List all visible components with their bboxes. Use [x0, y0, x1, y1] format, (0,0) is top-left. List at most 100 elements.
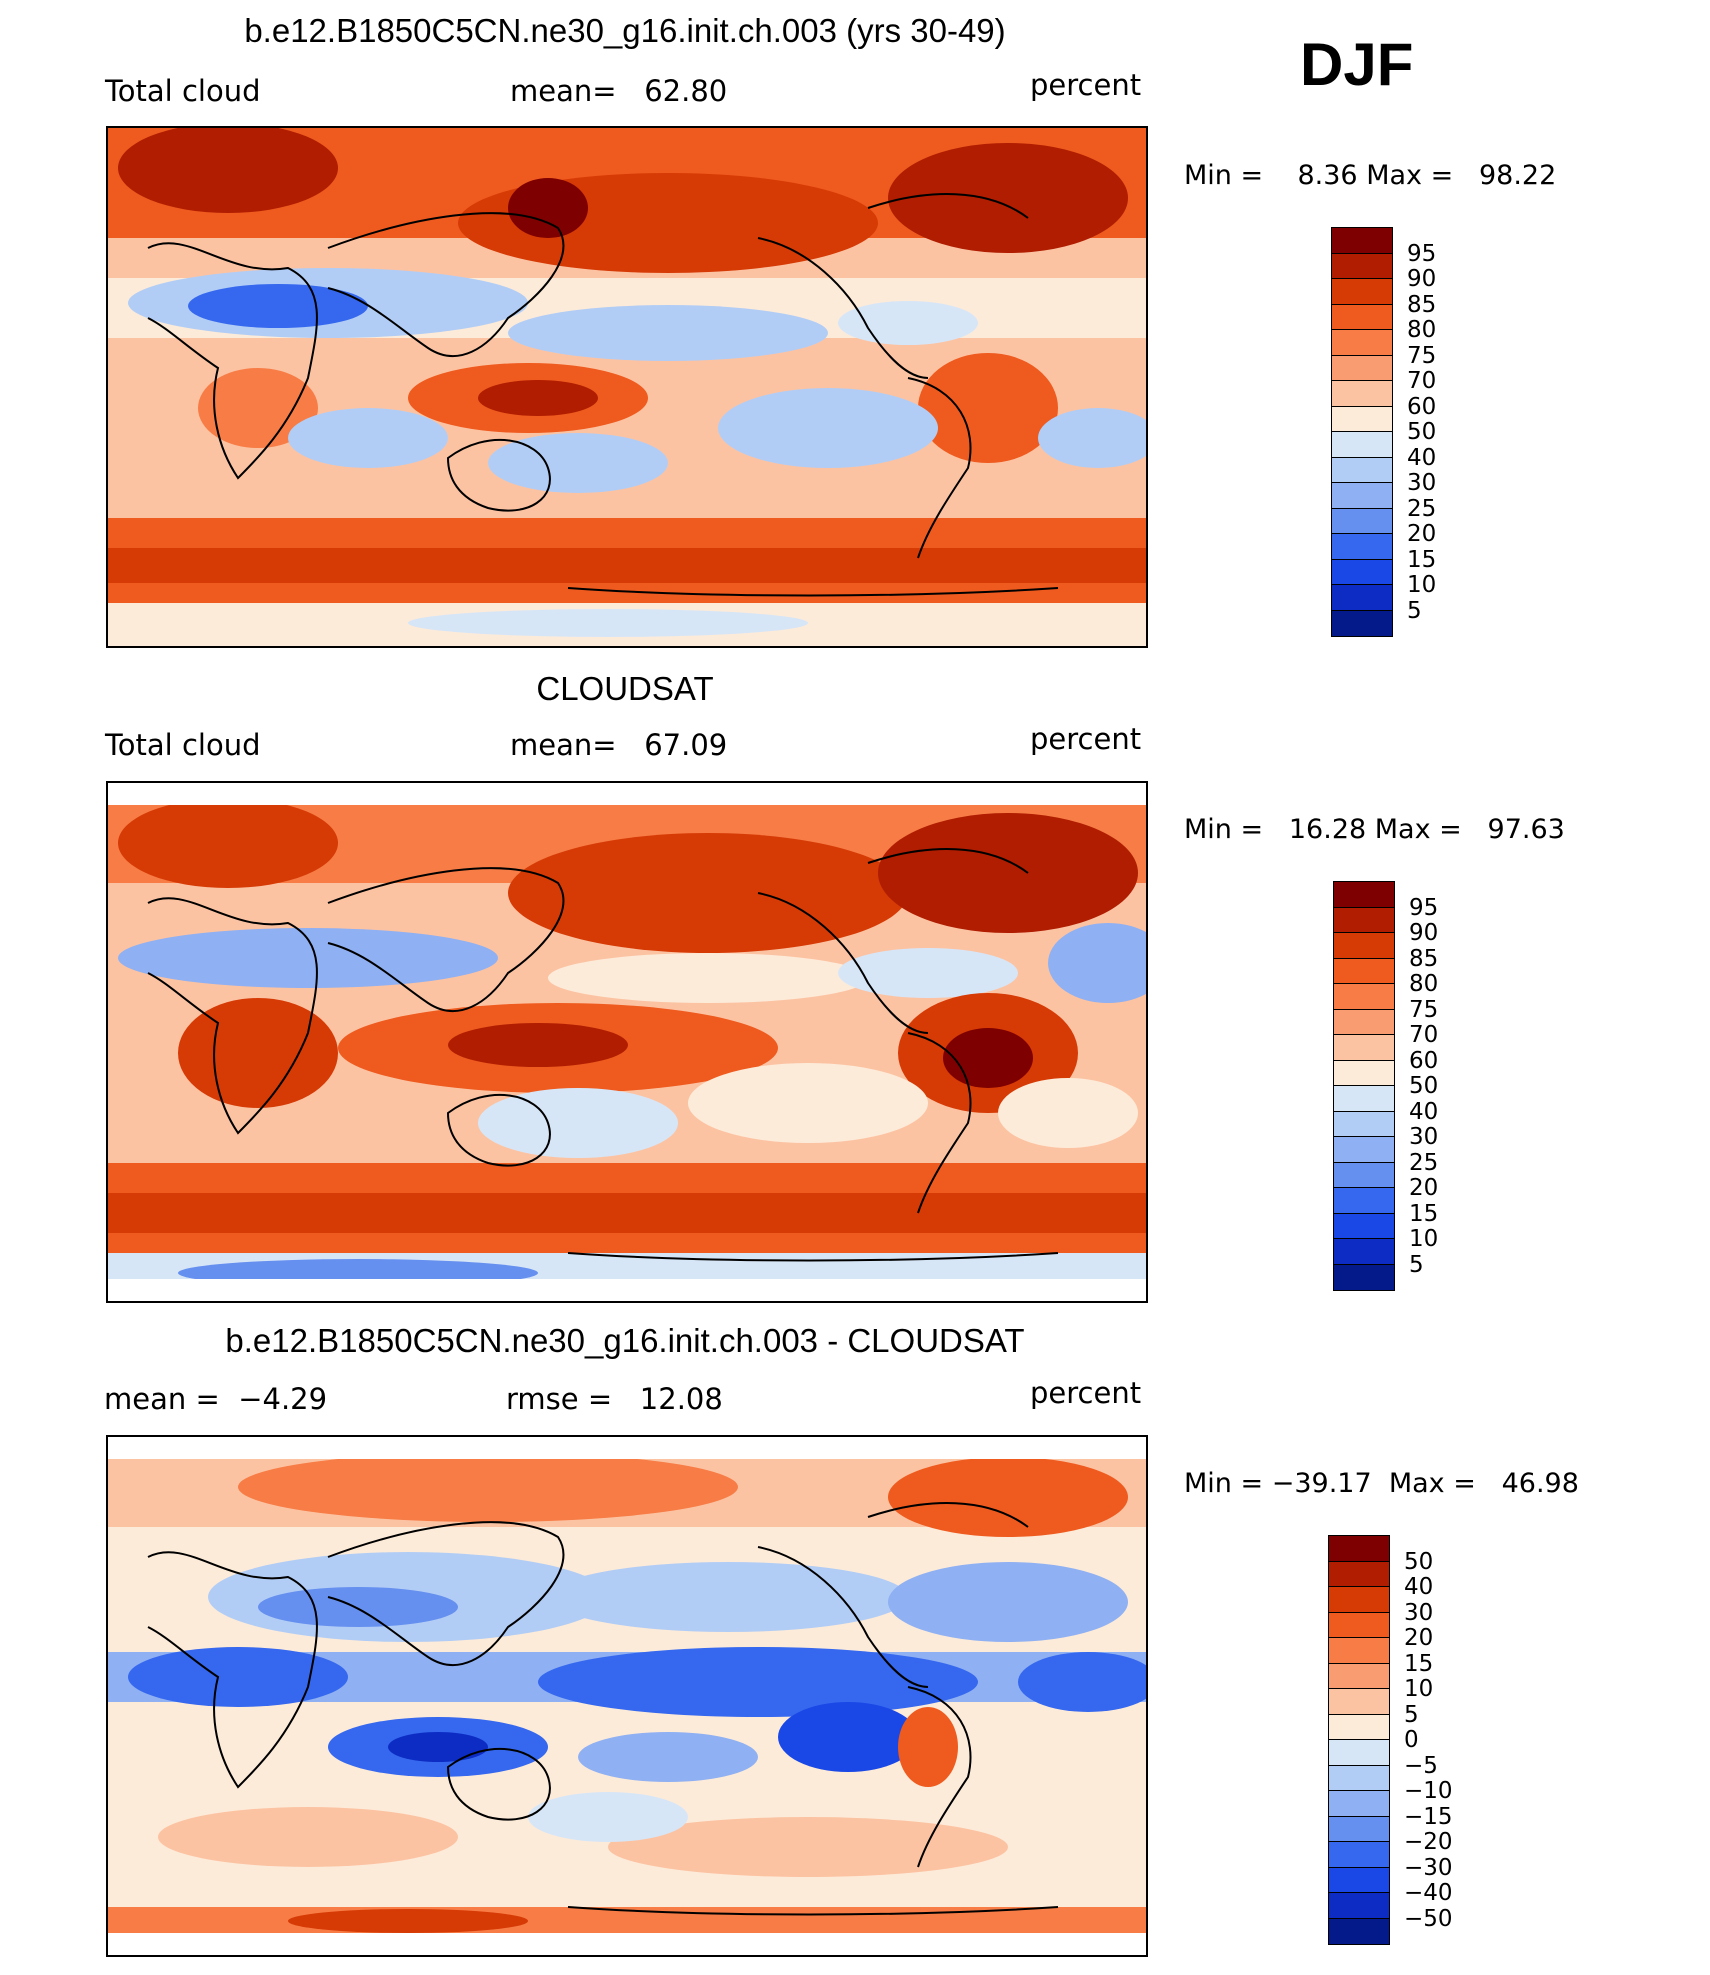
colorbar-swatch — [1332, 483, 1392, 509]
colorbar-swatch — [1329, 1740, 1389, 1766]
colorbar-tick-label: 5 — [1407, 597, 1422, 624]
colorbar-swatch — [1329, 1893, 1389, 1919]
colorbar-swatch — [1329, 1561, 1389, 1587]
colorbar-tick-label: −30 — [1404, 1854, 1453, 1881]
colorbar-tick-label: 70 — [1409, 1022, 1439, 1048]
colorbar-swatch — [1329, 1842, 1389, 1868]
colorbar-swatch — [1332, 355, 1392, 381]
colorbar-tick-label: 60 — [1407, 393, 1437, 420]
colorbar-tick-label: 40 — [1409, 1098, 1439, 1125]
colorbar-swatch — [1332, 432, 1392, 458]
colorbar-swatch — [1332, 279, 1392, 305]
colorbar-tick-label: 30 — [1409, 1124, 1439, 1150]
colorbar-swatch — [1332, 585, 1392, 611]
colorbar-tick-label: 75 — [1407, 342, 1437, 369]
colorbar-swatch — [1332, 381, 1392, 407]
colorbar-tick-label: 15 — [1404, 1650, 1434, 1677]
panel1-units: percent — [1030, 68, 1142, 102]
colorbar-tick-label: 80 — [1409, 971, 1439, 997]
panel1-colorbar — [1331, 227, 1393, 637]
panel3-title: b.e12.B1850C5CN.ne30_g16.init.ch.003 - C… — [225, 1322, 1025, 1359]
colorbar-swatch — [1329, 1612, 1389, 1638]
colorbar-tick-label: 80 — [1407, 317, 1437, 343]
colorbar-tick-label: 15 — [1407, 546, 1437, 573]
colorbar-tick-label: 60 — [1409, 1047, 1439, 1074]
colorbar-swatch — [1332, 610, 1392, 636]
colorbar-swatch — [1329, 1587, 1389, 1613]
colorbar-swatch — [1329, 1714, 1389, 1740]
panel2-colorbar-labels: 95 90 85 80 75 70 60 50 40 30 25 20 15 10 5 — [1409, 881, 1469, 1289]
colorbar-tick-label: 20 — [1407, 521, 1437, 547]
colorbar-tick-label: 20 — [1404, 1625, 1434, 1651]
colorbar-swatch — [1329, 1536, 1389, 1562]
colorbar-swatch — [1332, 330, 1392, 356]
colorbar-tick-label: −5 — [1404, 1752, 1438, 1779]
colorbar-swatch — [1332, 534, 1392, 560]
colorbar-swatch — [1334, 882, 1394, 908]
colorbar-tick-label: 75 — [1409, 996, 1439, 1023]
colorbar-tick-label: 40 — [1407, 444, 1437, 471]
colorbar-tick-label: −20 — [1404, 1829, 1453, 1855]
colorbar-tick-label: 15 — [1409, 1200, 1439, 1227]
colorbar-swatch — [1334, 907, 1394, 933]
panel2-units: percent — [1030, 722, 1142, 756]
colorbar-swatch — [1334, 1009, 1394, 1035]
colorbar-tick-label: 10 — [1404, 1676, 1434, 1702]
colorbar-tick-label: 25 — [1409, 1149, 1439, 1176]
colorbar-tick-label: 10 — [1407, 572, 1437, 598]
colorbar-tick-label: 25 — [1407, 495, 1437, 522]
colorbar-tick-label: 95 — [1409, 894, 1439, 921]
panel3-rmse: rmse = 12.08 — [506, 1382, 723, 1416]
panel1-map — [106, 126, 1148, 648]
colorbar-swatch — [1329, 1663, 1389, 1689]
panel1-min-max: Min = 8.36 Max = 98.22 — [1184, 160, 1557, 191]
panel2-map — [106, 781, 1148, 1303]
colorbar-tick-label: 70 — [1407, 368, 1437, 394]
panel1-colorbar-labels: 95 90 85 80 75 70 60 50 40 30 25 20 15 10 5 — [1407, 227, 1467, 635]
panel3-min-max: Min = −39.17 Max = 46.98 — [1184, 1468, 1579, 1499]
colorbar-tick-label: 0 — [1404, 1727, 1419, 1753]
colorbar-tick-label: 30 — [1404, 1599, 1434, 1626]
colorbar-swatch — [1329, 1791, 1389, 1817]
colorbar-tick-label: 5 — [1409, 1251, 1424, 1278]
colorbar-tick-label: 90 — [1407, 266, 1437, 292]
colorbar-swatch — [1334, 1213, 1394, 1239]
colorbar-tick-label: 50 — [1409, 1073, 1439, 1099]
colorbar-tick-label: −40 — [1404, 1880, 1453, 1906]
colorbar-tick-label: 5 — [1404, 1701, 1419, 1728]
colorbar-swatch — [1334, 984, 1394, 1010]
panel3-units: percent — [1030, 1376, 1142, 1410]
colorbar-swatch — [1332, 508, 1392, 534]
colorbar-swatch — [1334, 1111, 1394, 1137]
colorbar-swatch — [1334, 1035, 1394, 1061]
colorbar-tick-label: −10 — [1404, 1778, 1453, 1804]
colorbar-tick-label: −50 — [1404, 1905, 1453, 1932]
colorbar-tick-label: 10 — [1409, 1226, 1439, 1252]
colorbar-swatch — [1329, 1689, 1389, 1715]
panel1-variable-label: Total cloud — [105, 74, 261, 108]
colorbar-tick-label: 85 — [1409, 945, 1439, 972]
panel2-variable-label: Total cloud — [105, 728, 261, 762]
colorbar-swatch — [1334, 1239, 1394, 1265]
colorbar-tick-label: 30 — [1407, 470, 1437, 496]
panel2-min-max: Min = 16.28 Max = 97.63 — [1184, 814, 1565, 845]
colorbar-swatch — [1332, 406, 1392, 432]
colorbar-swatch — [1334, 1264, 1394, 1290]
panel3-map — [106, 1435, 1148, 1957]
colorbar-tick-label: 50 — [1404, 1548, 1434, 1575]
colorbar-swatch — [1334, 1188, 1394, 1214]
colorbar-tick-label: 90 — [1409, 920, 1439, 946]
colorbar-swatch — [1334, 1162, 1394, 1188]
colorbar-swatch — [1334, 958, 1394, 984]
colorbar-tick-label: 20 — [1409, 1175, 1439, 1201]
colorbar-swatch — [1334, 1086, 1394, 1112]
colorbar-swatch — [1332, 304, 1392, 330]
colorbar-tick-label: −15 — [1404, 1803, 1453, 1830]
panel3-colorbar-labels: 50 40 30 20 15 10 5 0 −5 −10 −15 −20 −30 −40 −50 — [1404, 1535, 1484, 1943]
colorbar-tick-label: 85 — [1407, 291, 1437, 318]
panel1-title: b.e12.B1850C5CN.ne30_g16.init.ch.003 (yr… — [244, 12, 1006, 49]
colorbar-swatch — [1332, 228, 1392, 254]
colorbar-swatch — [1329, 1918, 1389, 1944]
panel3-colorbar — [1328, 1535, 1390, 1945]
colorbar-tick-label: 50 — [1407, 419, 1437, 445]
